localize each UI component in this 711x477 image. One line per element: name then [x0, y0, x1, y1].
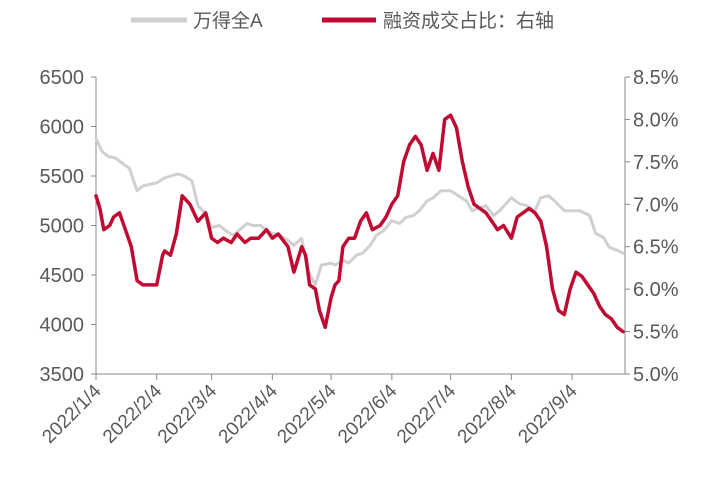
left-tick-label: 5500 [40, 166, 85, 188]
left-tick-label: 4000 [40, 315, 85, 337]
right-axis-ticks: 8.5% 8.0% 7.5% 7.0% 6.5% 6.0% 5.5% 5.0% [625, 67, 679, 386]
x-tick-label: 2022/2/4 [99, 380, 166, 447]
left-tick-label: 6500 [40, 67, 85, 89]
legend-label-1: 融资成交占比：右轴 [383, 10, 554, 32]
right-tick-label: 6.5% [633, 237, 679, 259]
legend: 万得全A 融资成交占比：右轴 [131, 10, 554, 32]
x-tick-label: 2022/4/4 [215, 380, 282, 447]
x-tick-label: 2022/5/4 [273, 380, 340, 447]
right-tick-label: 8.0% [633, 109, 679, 131]
x-tick-label: 2022/7/4 [393, 380, 460, 447]
x-axis-ticks: 2022/1/42022/2/42022/3/42022/4/42022/5/4… [38, 374, 582, 448]
right-tick-label: 5.0% [633, 364, 679, 386]
right-tick-label: 5.5% [633, 322, 679, 344]
series-line-0 [94, 136, 625, 287]
series-line-1 [94, 113, 625, 334]
series-group [94, 113, 625, 334]
legend-label-0: 万得全A [193, 10, 263, 32]
x-tick-label: 2022/8/4 [454, 380, 521, 447]
right-tick-label: 8.5% [633, 67, 679, 89]
left-axis-ticks: 6500 6000 5500 5000 4500 4000 3500 [40, 67, 96, 386]
left-tick-label: 4500 [40, 265, 85, 287]
left-tick-label: 6000 [40, 117, 85, 139]
right-tick-label: 7.0% [633, 194, 679, 216]
x-tick-label: 2022/9/4 [514, 380, 581, 447]
x-tick-label: 2022/3/4 [154, 380, 221, 447]
right-tick-label: 7.5% [633, 152, 679, 174]
left-tick-label: 3500 [40, 364, 85, 386]
x-tick-label: 2022/6/4 [334, 380, 401, 447]
x-tick-label: 2022/1/4 [38, 380, 105, 447]
right-tick-label: 6.0% [633, 279, 679, 301]
left-tick-label: 5000 [40, 216, 85, 238]
